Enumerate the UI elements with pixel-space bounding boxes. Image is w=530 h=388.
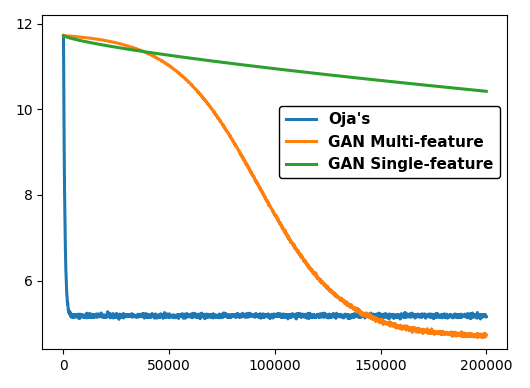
GAN Multi-feature	[82, 35, 88, 40]
GAN Single-feature	[82, 39, 88, 44]
Line: Oja's: Oja's	[64, 36, 487, 319]
GAN Multi-feature	[471, 334, 477, 339]
Oja's	[471, 313, 478, 318]
Line: GAN Multi-feature: GAN Multi-feature	[64, 36, 487, 338]
Oja's	[60, 33, 67, 38]
GAN Multi-feature	[255, 182, 261, 187]
Oja's	[393, 314, 400, 318]
GAN Single-feature	[266, 66, 272, 70]
GAN Multi-feature	[471, 333, 477, 338]
GAN Single-feature	[471, 88, 477, 92]
GAN Multi-feature	[483, 333, 490, 337]
Oja's	[82, 314, 88, 319]
Oja's	[266, 314, 272, 319]
GAN Single-feature	[255, 64, 261, 69]
Line: GAN Single-feature: GAN Single-feature	[64, 36, 487, 91]
Oja's	[116, 317, 122, 322]
Oja's	[471, 314, 477, 319]
GAN Multi-feature	[393, 326, 400, 330]
GAN Multi-feature	[266, 202, 272, 206]
Legend: Oja's, GAN Multi-feature, GAN Single-feature: Oja's, GAN Multi-feature, GAN Single-fea…	[279, 106, 500, 178]
GAN Single-feature	[483, 89, 490, 94]
GAN Multi-feature	[479, 335, 485, 340]
GAN Single-feature	[471, 88, 477, 92]
GAN Multi-feature	[60, 33, 67, 38]
Oja's	[483, 314, 490, 319]
GAN Single-feature	[60, 33, 67, 38]
Oja's	[255, 312, 261, 317]
GAN Single-feature	[393, 80, 400, 85]
